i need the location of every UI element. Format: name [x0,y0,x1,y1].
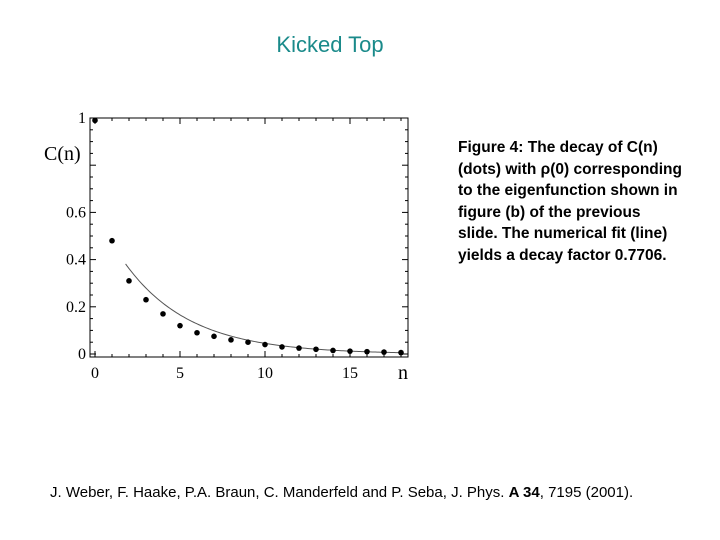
data-dot [211,333,217,340]
y-tick-label: 1 [78,110,86,127]
data-dot [177,322,183,329]
citation-pages: , 7195 (2001). [539,484,634,501]
data-dot [228,337,234,343]
data-dot [279,344,285,350]
x-tick-label: 5 [176,365,184,382]
data-dot [313,346,319,353]
citation-authors: J. Weber, F. Haake, P.A. Braun, C. Mande… [50,484,505,501]
x-axis-label: n [398,362,408,384]
y-tick-label: 0.2 [66,299,86,316]
axis-ticks: 0 5 10 15 0 0.2 0.4 0.6 1 [66,110,408,382]
citation-volume: A 34 [508,484,540,501]
slide-title: Kicked Top [276,32,384,57]
x-tick-label: 0 [91,365,99,382]
data-dot [330,347,336,354]
data-dot [364,348,370,355]
data-dot [245,339,251,346]
data-dot [347,348,353,354]
x-tick-label: 15 [342,365,358,382]
data-dot [398,349,404,356]
figure-caption: Figure 4: The decay of C(n) (dots) with … [458,139,682,264]
data-dot [109,237,115,244]
data-dot [296,345,302,351]
data-dot [92,117,98,124]
y-tick-label: 0 [78,346,86,363]
fit-curve [125,263,402,354]
x-tick-label: 10 [257,365,273,382]
data-dots-group [92,117,404,356]
data-dot [143,296,149,303]
fit-curve-group [125,263,402,354]
y-tick-label: 0.6 [66,204,86,221]
data-dot [160,311,166,317]
data-dot [194,329,200,336]
citation: J. Weber, F. Haake, P.A. Braun, C. Mande… [50,484,633,501]
data-dot [126,278,132,284]
plot-frame [89,117,409,358]
y-axis-label: C(n) [44,143,81,165]
plot-border [89,117,409,358]
y-tick-label: 0.4 [66,252,86,269]
data-dot [381,349,387,355]
data-dot [262,341,268,348]
